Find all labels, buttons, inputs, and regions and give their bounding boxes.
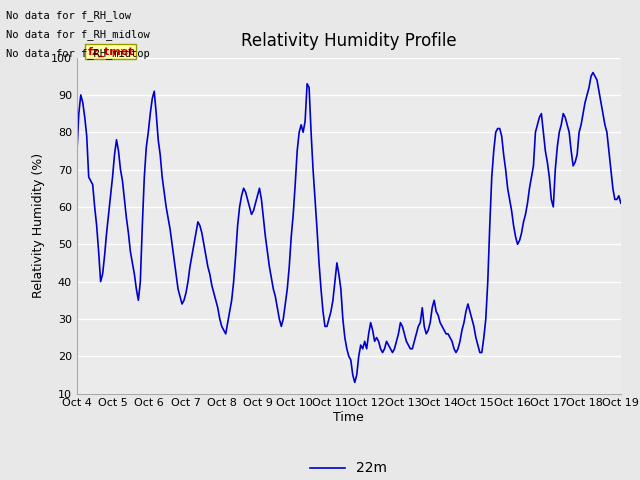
Title: Relativity Humidity Profile: Relativity Humidity Profile [241, 33, 456, 50]
22m [200, 241, 208, 247]
Legend: 22m: 22m [305, 456, 393, 480]
Text: No data for f_RH_low: No data for f_RH_low [6, 10, 131, 21]
22m [255, 185, 263, 191]
22m [401, 331, 408, 337]
22m [73, 152, 81, 157]
22m [589, 70, 597, 75]
Text: fz_tmet: fz_tmet [88, 46, 134, 57]
22m [454, 346, 462, 352]
Line: 22m: 22m [77, 72, 621, 383]
Text: No data for f_RH_midlow: No data for f_RH_midlow [6, 29, 150, 40]
22m [351, 380, 358, 385]
22m [617, 200, 625, 206]
22m [415, 324, 422, 329]
22m [377, 346, 385, 352]
X-axis label: Time: Time [333, 411, 364, 424]
Y-axis label: Relativity Humidity (%): Relativity Humidity (%) [33, 153, 45, 298]
Text: No data for f_RH_midtop: No data for f_RH_midtop [6, 48, 150, 59]
